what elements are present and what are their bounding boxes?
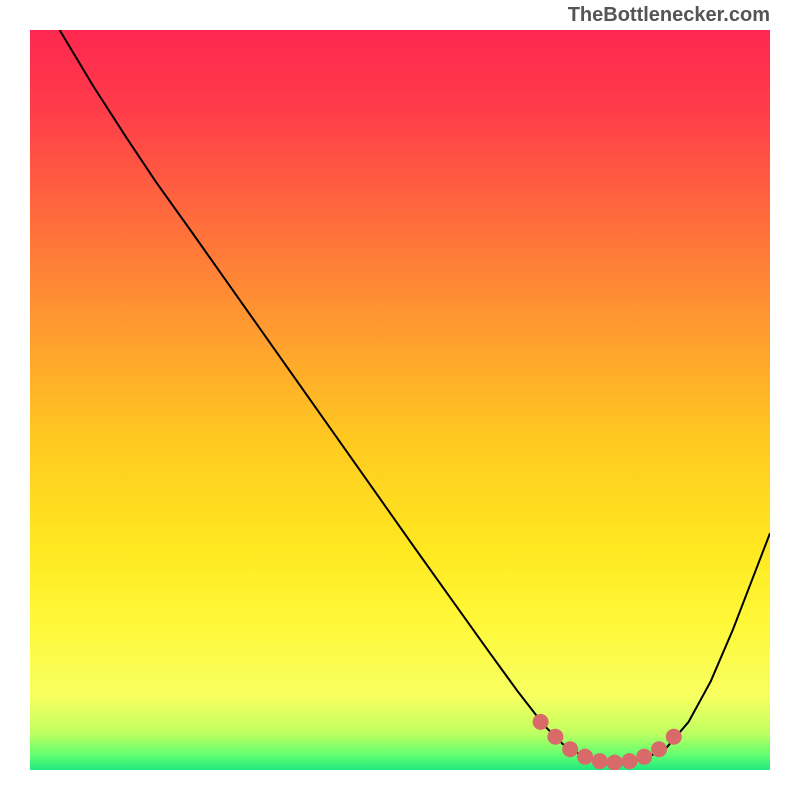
- valley-markers: [533, 714, 682, 770]
- marker-point: [636, 749, 652, 765]
- marker-point: [562, 741, 578, 757]
- curve-svg: [30, 30, 770, 770]
- marker-point: [651, 741, 667, 757]
- marker-point: [666, 729, 682, 745]
- marker-point: [533, 714, 549, 730]
- chart-container: TheBottlenecker.com: [0, 0, 800, 800]
- marker-point: [607, 755, 623, 770]
- marker-point: [547, 729, 563, 745]
- plot-area: [30, 30, 770, 770]
- watermark-text: TheBottlenecker.com: [568, 4, 770, 27]
- bottleneck-curve: [60, 30, 770, 763]
- marker-point: [621, 753, 637, 769]
- marker-point: [577, 749, 593, 765]
- marker-point: [592, 753, 608, 769]
